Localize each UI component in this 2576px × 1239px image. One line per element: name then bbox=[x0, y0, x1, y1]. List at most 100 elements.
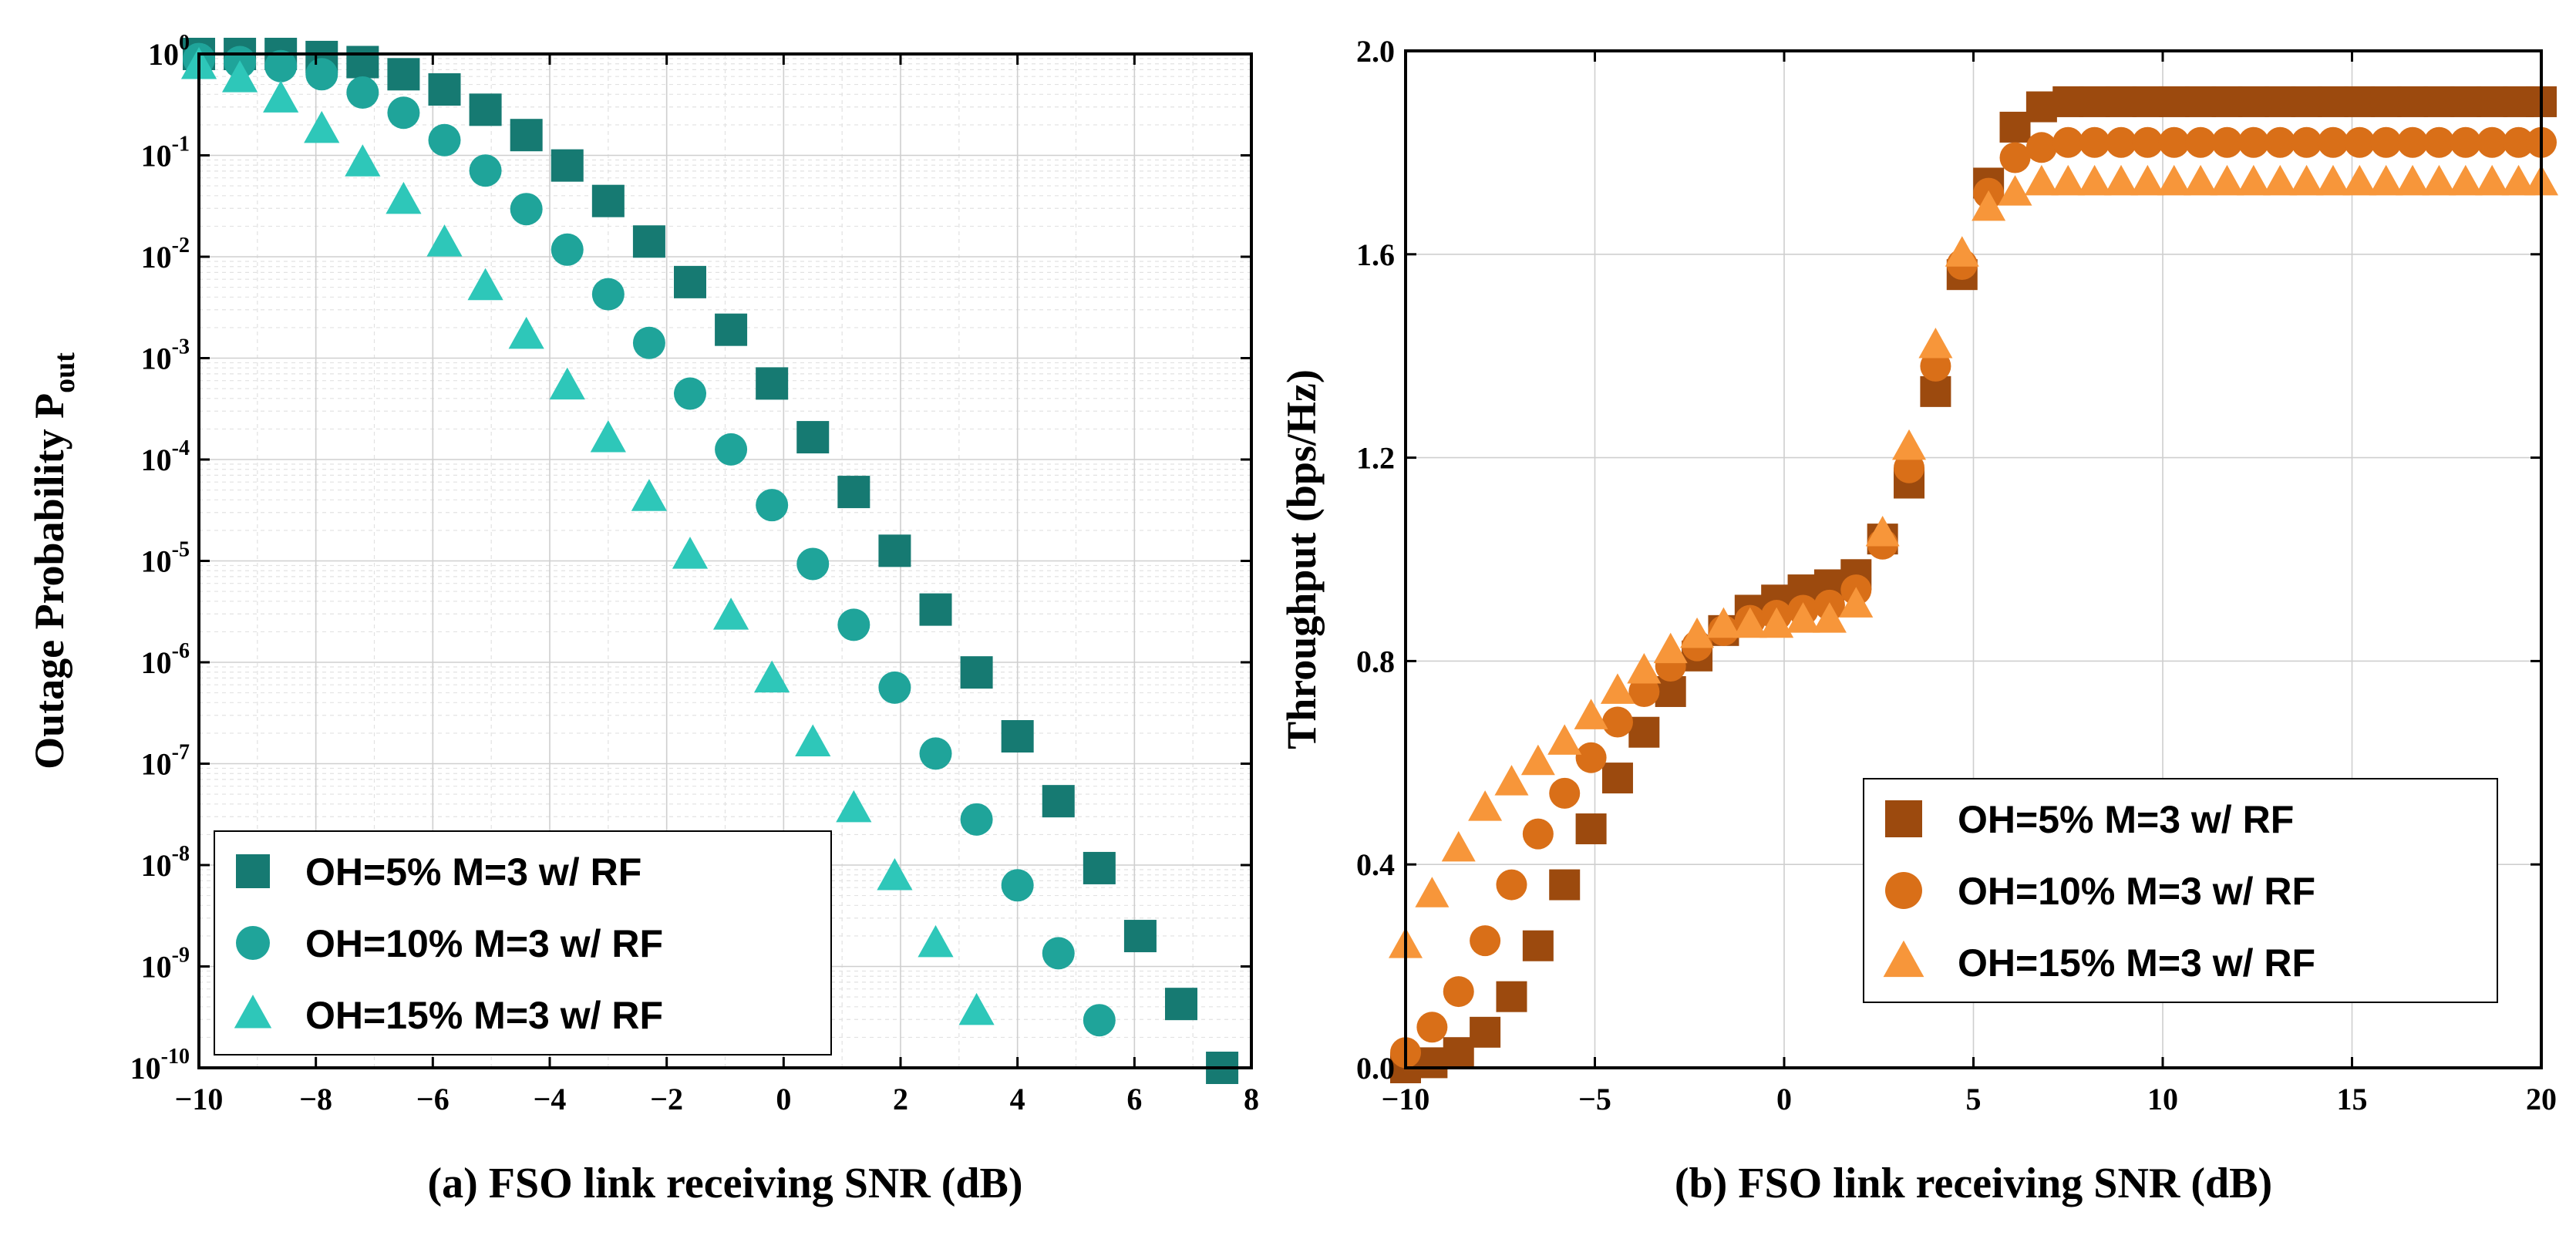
data-point bbox=[345, 144, 381, 177]
data-point bbox=[918, 924, 954, 958]
x-tick-label: 2 bbox=[893, 1082, 908, 1116]
data-point bbox=[1894, 452, 1925, 483]
data-point bbox=[1496, 869, 1527, 901]
data-point bbox=[632, 225, 665, 258]
data-point bbox=[551, 233, 584, 266]
chart-a-outage-probability: −10 −8 −6 −4 −2 0 2 4 6 8 100 10-1 10-2 10-3 10-4 10-5 1… bbox=[26, 31, 1259, 1207]
data-point bbox=[2450, 126, 2481, 158]
x-tick-label: 5 bbox=[1966, 1082, 1982, 1116]
data-point bbox=[1165, 988, 1197, 1021]
data-point bbox=[1680, 617, 1715, 648]
data-point bbox=[2185, 86, 2217, 117]
y-axis-label-a: Outage Probability Pout bbox=[26, 352, 81, 769]
data-point bbox=[1999, 142, 2031, 173]
y-tick-label: 1.2 bbox=[1356, 441, 1395, 476]
y-tick-label: 0.4 bbox=[1356, 847, 1395, 882]
data-point bbox=[428, 73, 461, 106]
caption-a: (a) FSO link receiving SNR (dB) bbox=[427, 1160, 1022, 1207]
series-b-3 bbox=[1389, 164, 2558, 958]
x-tick-label: −10 bbox=[1382, 1082, 1430, 1116]
data-point bbox=[1549, 777, 1581, 809]
data-point bbox=[304, 110, 340, 143]
data-point bbox=[1468, 790, 1503, 821]
legend-label: OH=10% M=3 w/ RF bbox=[305, 922, 663, 965]
data-point bbox=[1601, 763, 1633, 794]
data-point bbox=[2369, 164, 2403, 196]
data-point bbox=[2344, 86, 2376, 117]
x-tick-label: 8 bbox=[1244, 1082, 1259, 1116]
data-point bbox=[2423, 126, 2455, 158]
data-point bbox=[796, 547, 830, 581]
y-tick-label: 10-2 bbox=[141, 234, 190, 274]
y-tick-label: 100 bbox=[148, 31, 190, 72]
legend-marker bbox=[234, 995, 272, 1029]
data-point bbox=[510, 119, 543, 152]
data-point bbox=[1416, 1047, 1448, 1079]
data-point bbox=[1945, 236, 1979, 267]
series-a-3 bbox=[180, 47, 995, 1025]
data-point bbox=[1522, 930, 1554, 961]
data-point bbox=[674, 265, 706, 298]
data-point bbox=[469, 154, 502, 187]
y-tick-label: 10-10 bbox=[130, 1045, 190, 1086]
data-point bbox=[1083, 1004, 1116, 1037]
data-point bbox=[2185, 126, 2217, 158]
data-point bbox=[1470, 1016, 1501, 1048]
data-point bbox=[919, 593, 952, 626]
data-point bbox=[674, 377, 706, 410]
data-point bbox=[2236, 164, 2271, 196]
data-point bbox=[2158, 126, 2190, 158]
y-tick-label: 10-8 bbox=[141, 842, 190, 883]
data-point bbox=[2501, 164, 2536, 196]
data-point bbox=[1494, 765, 1529, 796]
data-point bbox=[837, 608, 870, 641]
data-point bbox=[2342, 164, 2377, 196]
data-point bbox=[386, 181, 422, 214]
x-tick-label: −6 bbox=[416, 1082, 450, 1116]
data-point bbox=[1470, 925, 1501, 957]
data-point bbox=[1042, 785, 1075, 818]
data-point bbox=[795, 724, 831, 756]
y-tick-label: 2.0 bbox=[1356, 34, 1395, 69]
data-point bbox=[2291, 86, 2322, 117]
data-point bbox=[1627, 653, 1662, 684]
series-b-2 bbox=[1390, 126, 2557, 1069]
data-point bbox=[346, 76, 379, 109]
data-point bbox=[1999, 111, 2031, 143]
data-point bbox=[2130, 164, 2165, 196]
data-point bbox=[467, 268, 503, 301]
data-point bbox=[1918, 327, 1953, 359]
data-point bbox=[2238, 126, 2269, 158]
y-tick-label: 1.6 bbox=[1356, 237, 1395, 272]
data-point bbox=[1042, 937, 1075, 970]
y-tick-label: 10-9 bbox=[141, 944, 190, 985]
y-tick-label: 10-3 bbox=[141, 335, 190, 376]
data-point bbox=[960, 803, 993, 836]
y-tick-label: 10-6 bbox=[141, 639, 190, 680]
x-tick-label: −4 bbox=[534, 1082, 567, 1116]
legend-label: OH=5% M=3 w/ RF bbox=[305, 850, 641, 894]
data-point bbox=[2370, 126, 2402, 158]
data-point bbox=[756, 367, 789, 400]
legend-b: OH=5% M=3 w/ RF OH=10% M=3 w/ RF OH=15% M=… bbox=[1863, 778, 2498, 1003]
data-point bbox=[1732, 607, 1767, 638]
data-point bbox=[508, 316, 544, 349]
data-point bbox=[2051, 164, 2086, 196]
data-point bbox=[1706, 607, 1741, 638]
data-point bbox=[1415, 877, 1450, 907]
data-point bbox=[1522, 818, 1554, 850]
data-point bbox=[221, 60, 258, 93]
x-tick-label: 15 bbox=[2337, 1082, 2368, 1116]
data-point bbox=[877, 858, 913, 891]
data-point bbox=[2184, 164, 2218, 196]
data-point bbox=[426, 224, 463, 257]
caption-b: (b) FSO link receiving SNR (dB) bbox=[1675, 1160, 2272, 1207]
data-point bbox=[2477, 86, 2508, 117]
data-point bbox=[878, 534, 911, 567]
data-point bbox=[2396, 164, 2430, 196]
data-point bbox=[1839, 587, 1874, 618]
data-point bbox=[2423, 86, 2455, 117]
x-tick-label: 20 bbox=[2526, 1082, 2557, 1116]
data-point bbox=[756, 489, 789, 522]
